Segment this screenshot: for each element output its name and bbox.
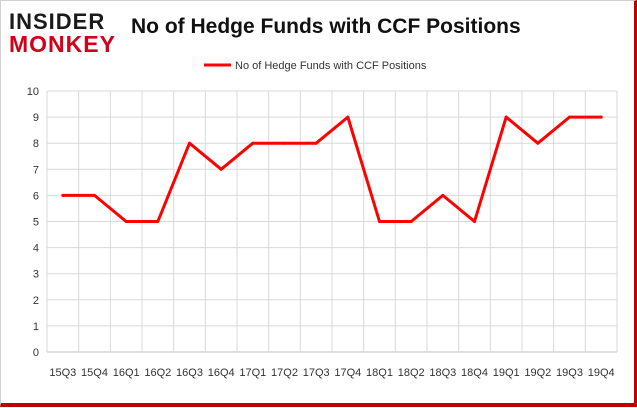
- x-tick-label: 19Q4: [588, 367, 615, 379]
- x-tick-label: 18Q3: [429, 367, 456, 379]
- data-point: [283, 141, 286, 145]
- y-tick-label: 3: [33, 269, 39, 281]
- data-point: [409, 220, 413, 223]
- legend-label: No of Hedge Funds with CCF Positions: [235, 60, 427, 72]
- data-point: [124, 220, 128, 223]
- y-tick-label: 1: [33, 321, 39, 333]
- y-tick-label: 8: [33, 138, 39, 150]
- x-tick-label: 16Q2: [144, 367, 171, 379]
- x-tick-label: 17Q3: [303, 367, 330, 379]
- y-tick-label: 7: [33, 164, 39, 176]
- x-tick-label: 17Q4: [334, 367, 361, 379]
- data-point: [568, 115, 571, 119]
- y-tick-label: 2: [33, 295, 39, 307]
- data-point: [219, 167, 223, 171]
- logo-line-1: INSIDER: [9, 9, 106, 34]
- y-tick-label: 4: [33, 243, 39, 255]
- y-tick-label: 9: [33, 112, 39, 124]
- line-chart: 0 1 2 3 4 5 6 7 8 9 10 15Q3 15Q4 16Q1 16Q2 16Q3 16Q4 17Q1…: [27, 60, 618, 379]
- data-point: [251, 141, 255, 145]
- data-point: [346, 115, 350, 119]
- data-point: [599, 115, 603, 119]
- data-point: [378, 220, 381, 223]
- x-tick-label: 16Q1: [113, 367, 140, 379]
- x-tick-label: 16Q4: [208, 367, 235, 379]
- data-point: [188, 141, 191, 145]
- y-tick-label: 10: [27, 86, 39, 98]
- x-tick-label: 17Q1: [239, 367, 266, 379]
- series-line: [61, 115, 603, 223]
- chart-title: No of Hedge Funds with CCF Positions: [131, 15, 521, 38]
- data-point: [156, 220, 160, 223]
- x-tick-label: 17Q2: [271, 367, 298, 379]
- y-tick-label: 0: [33, 347, 39, 359]
- data-point: [441, 193, 445, 197]
- x-tick-label: 19Q1: [493, 367, 520, 379]
- data-point: [61, 193, 65, 197]
- logo-line-2: MONKEY: [9, 31, 116, 57]
- x-tick-label: 18Q2: [398, 367, 425, 379]
- x-tick-label: 15Q4: [81, 367, 108, 379]
- data-point: [536, 141, 540, 145]
- x-tick-label: 15Q3: [49, 367, 76, 379]
- x-tick-label: 16Q3: [176, 367, 203, 379]
- insider-monkey-logo: INSIDER MONKEY: [9, 9, 121, 57]
- x-tick-label: 18Q4: [461, 367, 488, 379]
- data-point: [93, 193, 96, 197]
- data-point: [314, 141, 318, 145]
- x-tick-label: 19Q2: [524, 367, 551, 379]
- x-tick-label: 18Q1: [366, 367, 393, 379]
- data-point: [473, 220, 476, 223]
- data-point: [504, 115, 508, 119]
- x-tick-label: 19Q3: [556, 367, 583, 379]
- y-tick-label: 5: [33, 217, 39, 229]
- y-tick-label: 6: [33, 190, 39, 202]
